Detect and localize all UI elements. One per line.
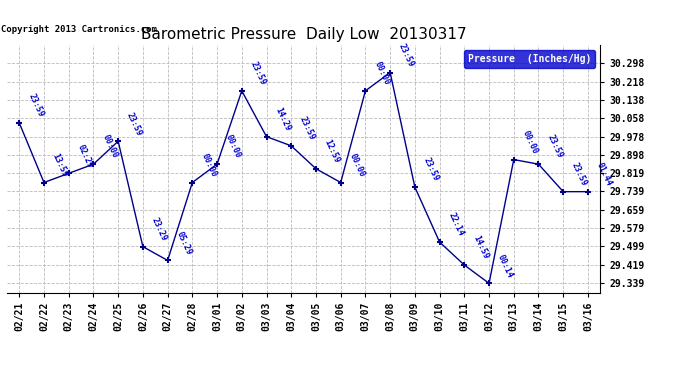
Text: Copyright 2013 Cartronics.com: Copyright 2013 Cartronics.com [1,25,157,34]
Text: 00:00: 00:00 [100,134,119,160]
Text: 23:59: 23:59 [248,60,268,87]
Text: 23:59: 23:59 [125,111,144,137]
Text: 23:59: 23:59 [397,42,416,68]
Text: 23:59: 23:59 [298,115,317,142]
Title: Barometric Pressure  Daily Low  20130317: Barometric Pressure Daily Low 20130317 [141,27,466,42]
Text: 23:59: 23:59 [570,161,589,188]
Text: 23:29: 23:29 [150,216,168,243]
Text: 23:59: 23:59 [422,156,440,183]
Text: 00:00: 00:00 [521,129,540,155]
Text: 00:00: 00:00 [348,152,366,178]
Text: 00:14: 00:14 [496,253,515,279]
Text: 23:59: 23:59 [545,134,564,160]
Text: 12:59: 12:59 [323,138,342,165]
Text: 13:59: 13:59 [51,152,70,178]
Text: 14:29: 14:29 [273,106,292,132]
Text: 00:00: 00:00 [373,60,391,87]
Text: 05:29: 05:29 [175,230,193,256]
Text: 22:14: 22:14 [446,211,465,238]
Legend: Pressure  (Inches/Hg): Pressure (Inches/Hg) [464,50,595,68]
Text: 23:59: 23:59 [26,92,45,119]
Text: 00:00: 00:00 [224,134,243,160]
Text: 00:00: 00:00 [199,152,218,178]
Text: 14:59: 14:59 [471,234,490,261]
Text: 02:29: 02:29 [76,143,95,169]
Text: 01:44: 01:44 [595,161,613,188]
